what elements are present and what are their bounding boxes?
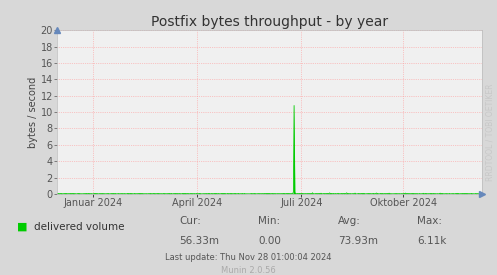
Text: 73.93m: 73.93m bbox=[338, 236, 378, 246]
Text: 6.11k: 6.11k bbox=[417, 236, 447, 246]
Text: Munin 2.0.56: Munin 2.0.56 bbox=[221, 266, 276, 274]
Text: Min:: Min: bbox=[258, 216, 281, 226]
Text: ■: ■ bbox=[17, 222, 28, 232]
Title: Postfix bytes throughput - by year: Postfix bytes throughput - by year bbox=[151, 15, 388, 29]
Text: Avg:: Avg: bbox=[338, 216, 361, 226]
Y-axis label: bytes / second: bytes / second bbox=[28, 76, 38, 148]
Text: 0.00: 0.00 bbox=[258, 236, 281, 246]
Text: Cur:: Cur: bbox=[179, 216, 201, 226]
Text: delivered volume: delivered volume bbox=[34, 222, 124, 232]
Text: Last update: Thu Nov 28 01:00:04 2024: Last update: Thu Nov 28 01:00:04 2024 bbox=[165, 253, 332, 262]
Text: 56.33m: 56.33m bbox=[179, 236, 219, 246]
Text: Max:: Max: bbox=[417, 216, 442, 226]
Text: RRDTOOL / TOBI OETIKER: RRDTOOL / TOBI OETIKER bbox=[486, 83, 495, 181]
